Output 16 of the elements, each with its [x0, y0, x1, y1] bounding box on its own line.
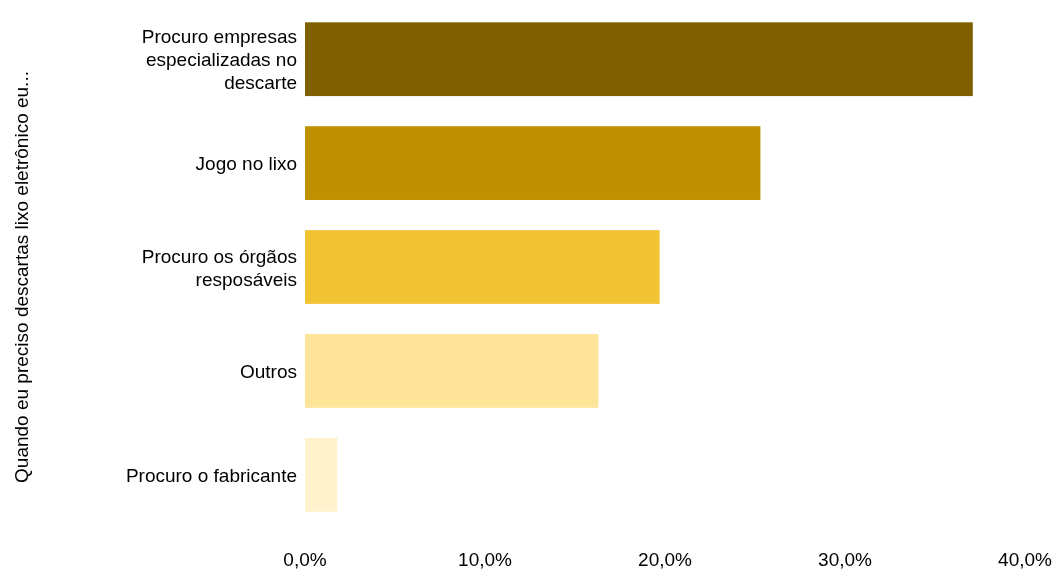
y-tick-label: Procuro os órgãos resposáveis [141, 245, 297, 289]
y-tick-label: Jogo no lixo [195, 152, 297, 174]
x-tick-label: 30,0% [818, 549, 873, 570]
bar [305, 437, 338, 512]
y-tick-label: Procuro o fabricante [125, 464, 297, 486]
y-tick-label: Procuro empresas especializadas no descarte [141, 25, 297, 93]
bar [305, 126, 761, 200]
bar [305, 230, 660, 304]
y-tick-label: Outros [239, 360, 297, 382]
x-tick-label: 40,0% [998, 549, 1053, 570]
x-tick-label: 10,0% [458, 549, 513, 570]
bar [305, 22, 973, 97]
bar [305, 334, 599, 408]
y-axis-title: Quando eu preciso descartas lixo eletrônico eu... [11, 71, 32, 483]
x-tick-label: 20,0% [638, 549, 693, 570]
x-tick-label: 0,0% [283, 549, 327, 570]
